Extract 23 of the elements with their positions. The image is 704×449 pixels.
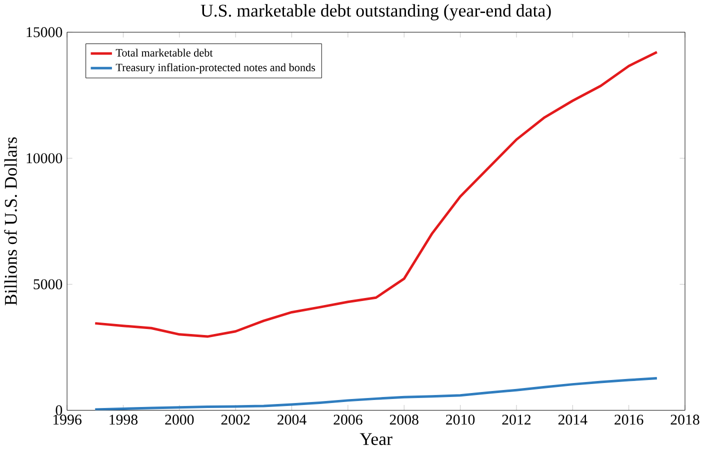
- x-tick-label: 2012: [502, 414, 531, 425]
- x-tick-label: 2014: [558, 414, 588, 425]
- x-tick-label: 2010: [446, 414, 475, 425]
- line-series: [94, 376, 658, 410]
- line-series: [94, 50, 658, 338]
- legend-label: Total marketable debt: [116, 48, 213, 56]
- x-tick-label: 1996: [53, 414, 82, 425]
- y-tick-label: 0: [56, 405, 62, 416]
- y-tick-label: 15000: [26, 27, 62, 38]
- legend-label: Treasury inflation-protected notes and bonds: [116, 63, 316, 74]
- x-tick-label: 2006: [334, 414, 362, 425]
- x-tick-label: 2000: [165, 414, 194, 425]
- x-tick-label: 2018: [670, 414, 700, 425]
- x-tick-label: 2016: [614, 414, 644, 425]
- x-tick-label: 1998: [110, 414, 138, 425]
- y-axis-title: Billions of U.S. Dollars: [4, 137, 17, 306]
- y-tick-label: 10000: [26, 153, 62, 164]
- y-tick-label: 5000: [34, 279, 62, 290]
- x-tick-label: 2008: [390, 414, 418, 425]
- x-axis-title: Year: [360, 433, 392, 445]
- x-tick-label: 2002: [221, 414, 250, 425]
- chart-title: U.S. marketable debt outstanding (year-end data): [200, 4, 551, 20]
- x-tick-label: 2004: [278, 414, 306, 425]
